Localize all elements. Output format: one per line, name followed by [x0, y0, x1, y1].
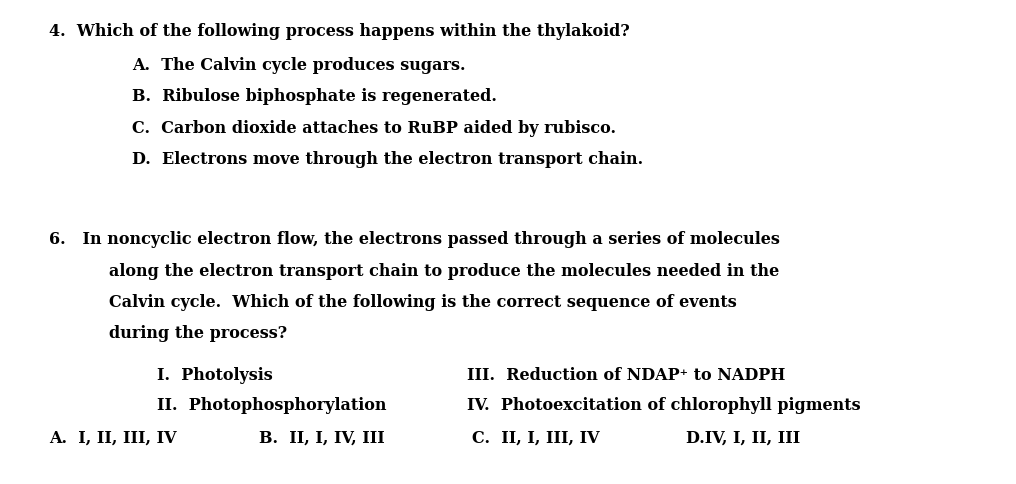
Text: C.  II, I, III, IV: C. II, I, III, IV	[472, 429, 599, 447]
Text: D.IV, I, II, III: D.IV, I, II, III	[686, 429, 800, 447]
Text: A.  The Calvin cycle produces sugars.: A. The Calvin cycle produces sugars.	[132, 57, 465, 74]
Text: D.  Electrons move through the electron transport chain.: D. Electrons move through the electron t…	[132, 151, 643, 168]
Text: during the process?: during the process?	[109, 325, 287, 343]
Text: III.  Reduction of NDAP⁺ to NADPH: III. Reduction of NDAP⁺ to NADPH	[467, 366, 785, 384]
Text: 4.  Which of the following process happens within the thylakoid?: 4. Which of the following process happen…	[49, 23, 630, 40]
Text: C.  Carbon dioxide attaches to RuBP aided by rubisco.: C. Carbon dioxide attaches to RuBP aided…	[132, 120, 616, 137]
Text: I.  Photolysis: I. Photolysis	[157, 366, 273, 384]
Text: IV.  Photoexcitation of chlorophyll pigments: IV. Photoexcitation of chlorophyll pigme…	[467, 396, 861, 414]
Text: B.  Ribulose biphosphate is regenerated.: B. Ribulose biphosphate is regenerated.	[132, 88, 497, 106]
Text: B.  II, I, IV, III: B. II, I, IV, III	[259, 429, 385, 447]
Text: Calvin cycle.  Which of the following is the correct sequence of events: Calvin cycle. Which of the following is …	[109, 294, 737, 311]
Text: 6.   In noncyclic electron flow, the electrons passed through a series of molecu: 6. In noncyclic electron flow, the elect…	[49, 231, 779, 248]
Text: II.  Photophosphorylation: II. Photophosphorylation	[157, 396, 387, 414]
Text: along the electron transport chain to produce the molecules needed in the: along the electron transport chain to pr…	[109, 262, 779, 280]
Text: A.  I, II, III, IV: A. I, II, III, IV	[49, 429, 176, 447]
